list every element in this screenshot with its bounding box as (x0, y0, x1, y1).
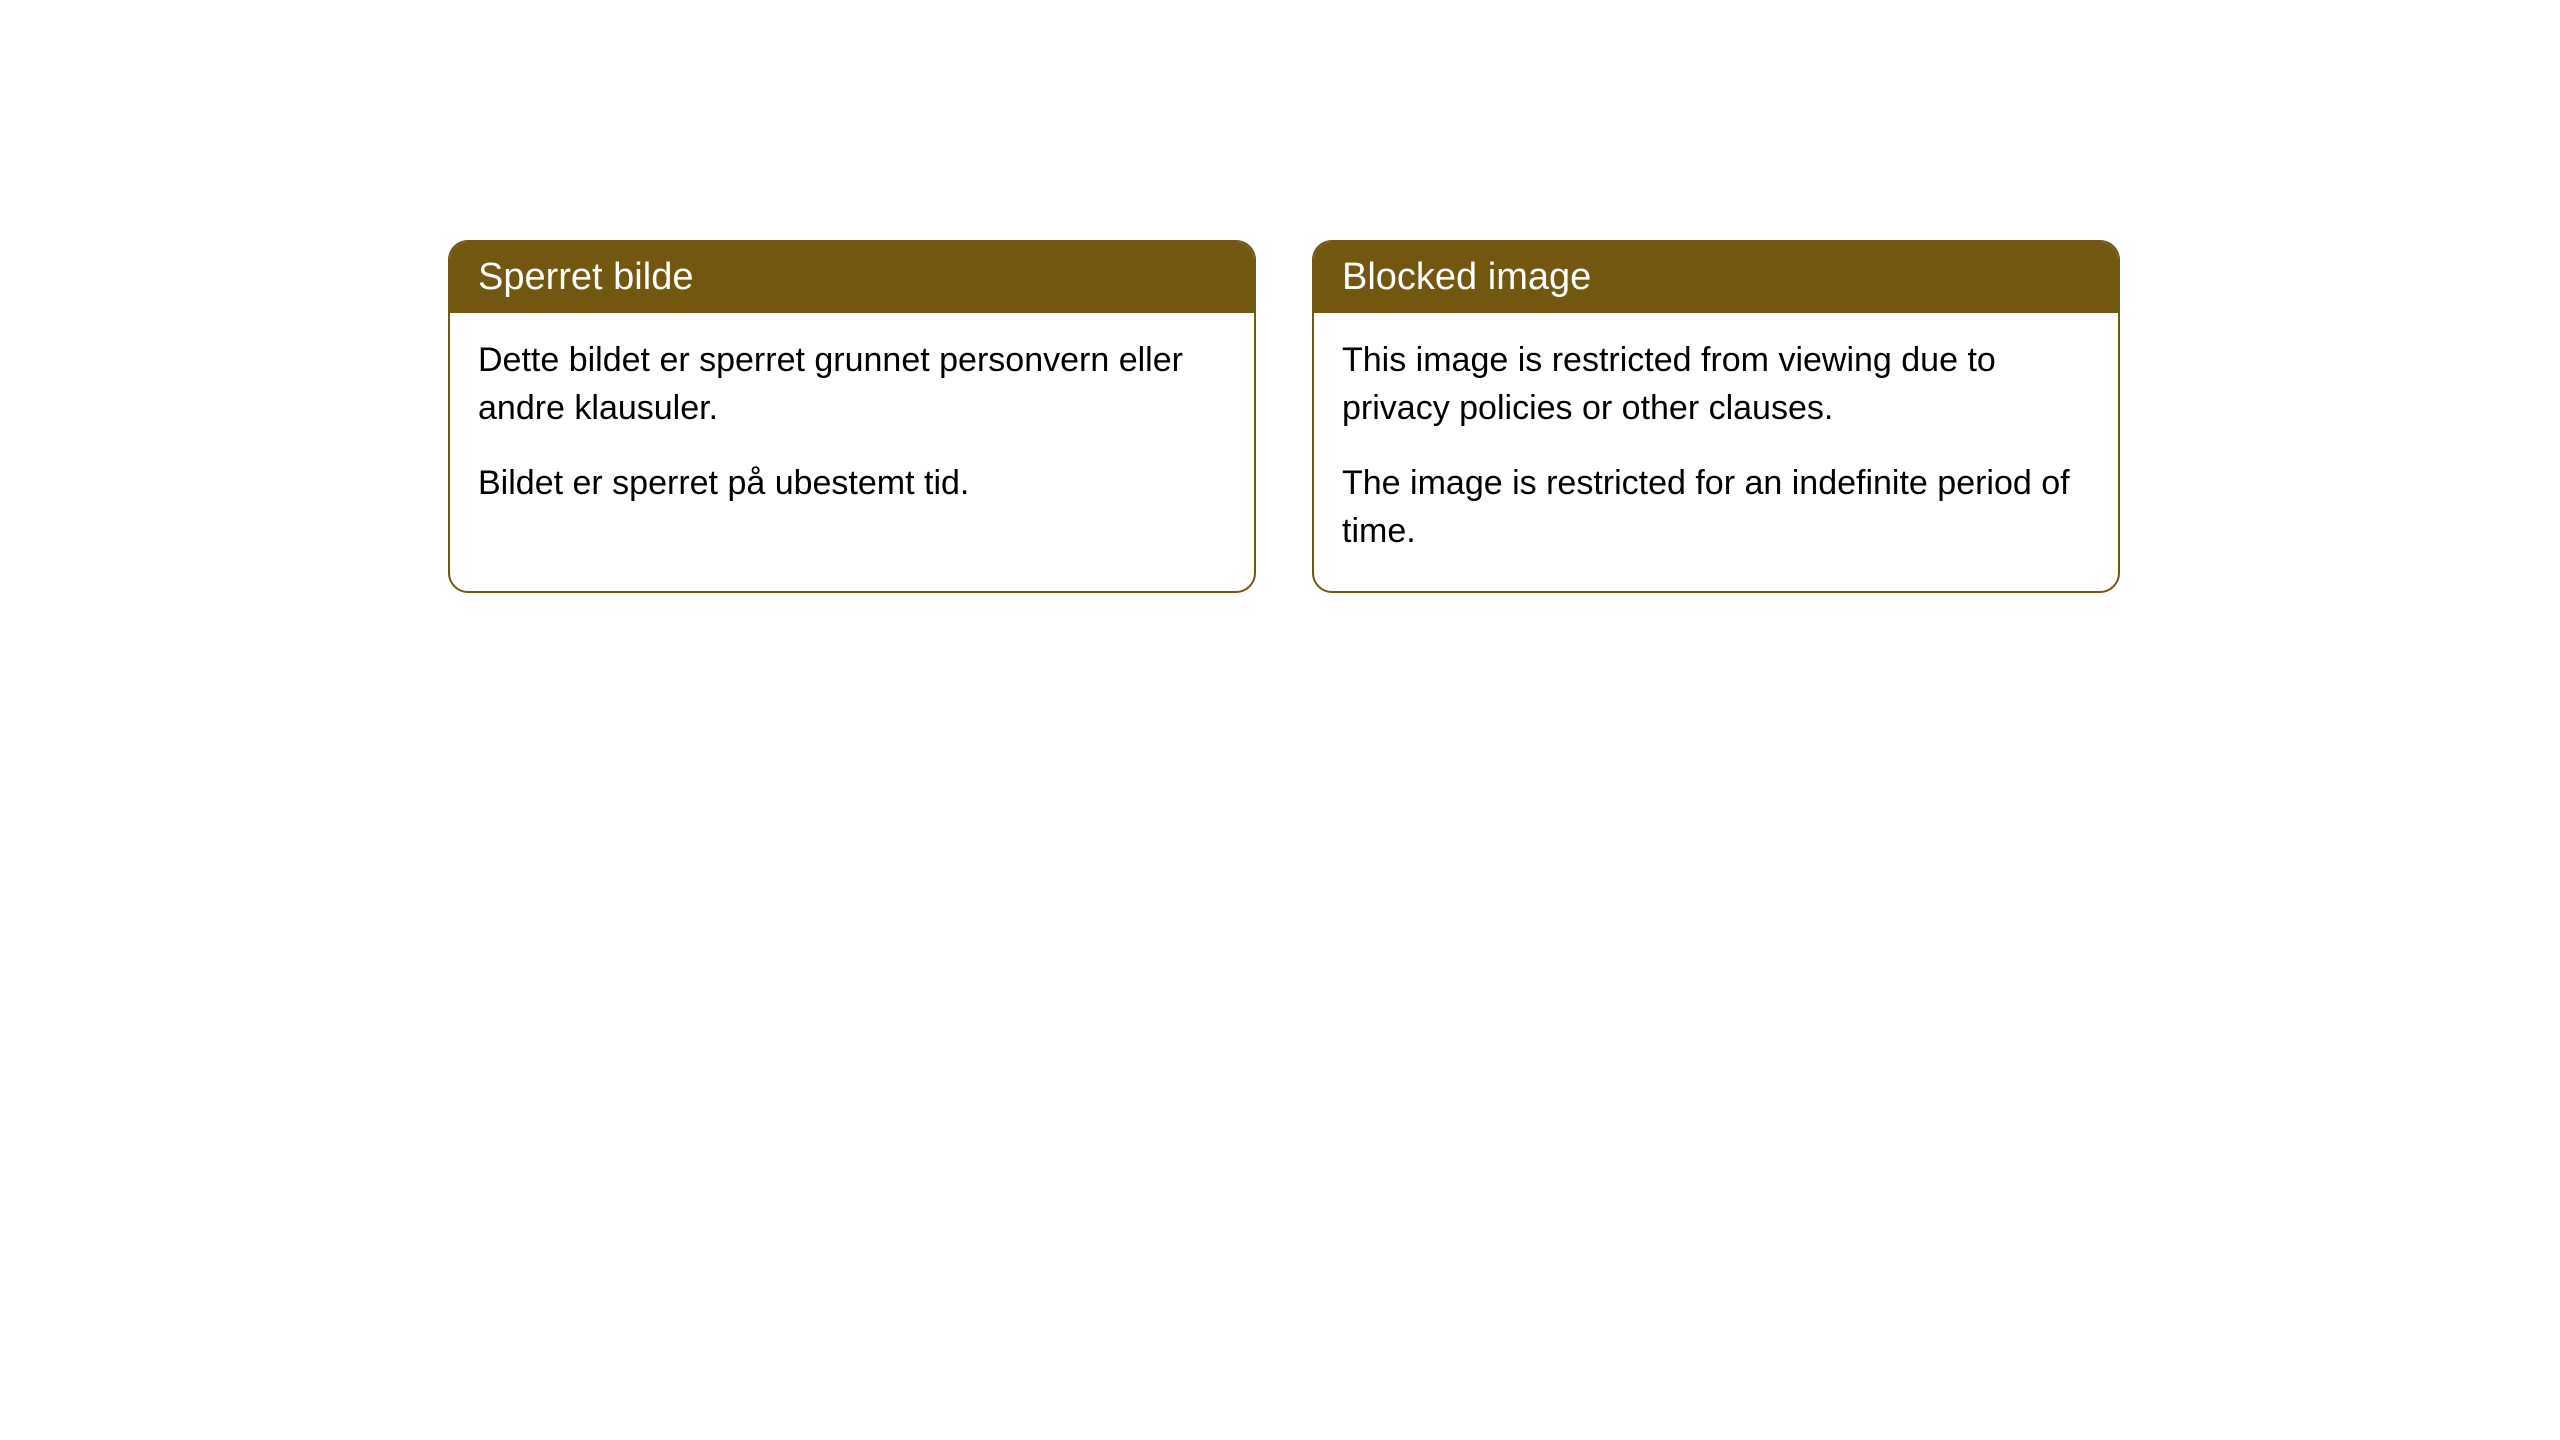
card-title-norwegian: Sperret bilde (478, 256, 693, 298)
card-paragraph-2-english: The image is restricted for an indefinit… (1342, 460, 2090, 555)
card-header-english: Blocked image (1314, 242, 2118, 313)
card-title-english: Blocked image (1342, 256, 1591, 298)
card-paragraph-2-norwegian: Bildet er sperret på ubestemt tid. (478, 460, 1226, 508)
card-body-english: This image is restricted from viewing du… (1314, 313, 2118, 591)
card-norwegian: Sperret bilde Dette bildet er sperret gr… (448, 240, 1256, 593)
cards-container: Sperret bilde Dette bildet er sperret gr… (448, 240, 2120, 593)
card-body-norwegian: Dette bildet er sperret grunnet personve… (450, 313, 1254, 544)
card-paragraph-1-norwegian: Dette bildet er sperret grunnet personve… (478, 337, 1226, 432)
card-header-norwegian: Sperret bilde (450, 242, 1254, 313)
card-english: Blocked image This image is restricted f… (1312, 240, 2120, 593)
card-paragraph-1-english: This image is restricted from viewing du… (1342, 337, 2090, 432)
